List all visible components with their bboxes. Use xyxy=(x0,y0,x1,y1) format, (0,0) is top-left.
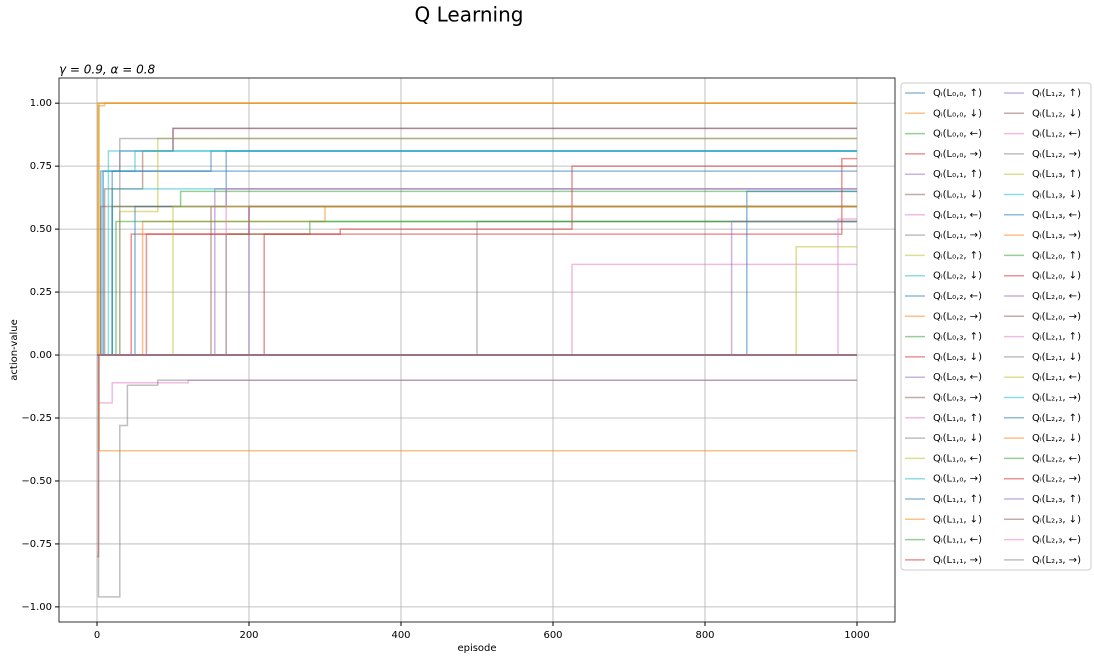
x-axis-label: episode xyxy=(457,643,496,654)
legend-label: Qᵢ(L₀,₀, ←) xyxy=(933,129,982,140)
legend-label: Qᵢ(L₂,₂, ↑) xyxy=(1032,413,1081,424)
legend-label: Qᵢ(L₀,₃, ↑) xyxy=(933,332,982,343)
y-tick-label: 0.00 xyxy=(30,350,52,361)
legend-label: Qᵢ(L₁,₃, →) xyxy=(1032,230,1081,241)
y-tick-label: 0.25 xyxy=(30,287,52,298)
legend-label: Qᵢ(L₀,₂, →) xyxy=(933,311,982,322)
y-axis-label: action-value xyxy=(9,319,20,380)
legend-label: Qᵢ(L₁,₀, ↓) xyxy=(933,433,982,444)
legend-label: Qᵢ(L₁,₂, ↑) xyxy=(1032,88,1081,99)
x-tick-label: 1000 xyxy=(844,630,869,641)
legend-label: Qᵢ(L₁,₀, ←) xyxy=(933,453,982,464)
legend-label: Qᵢ(L₂,₁, ↓) xyxy=(1032,352,1081,363)
legend-label: Qᵢ(L₀,₁, ←) xyxy=(933,210,982,221)
legend-label: Qᵢ(L₂,₀, →) xyxy=(1032,311,1081,322)
y-tick-label: −0.75 xyxy=(21,539,52,550)
legend-label: Qᵢ(L₁,₀, ↑) xyxy=(933,413,982,424)
legend-label: Qᵢ(L₀,₂, ←) xyxy=(933,291,982,302)
legend-label: Qᵢ(L₀,₃, →) xyxy=(933,393,982,404)
legend-label: Qᵢ(L₀,₃, ↓) xyxy=(933,352,982,363)
legend-label: Qᵢ(L₁,₂, ↓) xyxy=(1032,108,1081,119)
legend-label: Qᵢ(L₂,₁, ↑) xyxy=(1032,332,1081,343)
y-tick-label: −0.25 xyxy=(21,413,52,424)
x-tick-label: 200 xyxy=(239,630,258,641)
x-tick-label: 600 xyxy=(543,630,562,641)
plot-frame xyxy=(58,77,896,623)
legend-label: Qᵢ(L₂,₀, ↑) xyxy=(1032,250,1081,261)
legend-label: Qᵢ(L₂,₂, ↓) xyxy=(1032,433,1081,444)
legend-label: Qᵢ(L₀,₁, ↑) xyxy=(933,169,982,180)
legend-label: Qᵢ(L₀,₃, ←) xyxy=(933,372,982,383)
legend-label: Qᵢ(L₁,₃, ←) xyxy=(1032,210,1081,221)
legend: Qᵢ(L₀,₀, ↑) Qᵢ(L₀,₀, ↓) Qᵢ(L₀,₀, ←) Qᵢ(L₀,₀… xyxy=(900,82,1092,571)
legend-label: Qᵢ(L₂,₁, ←) xyxy=(1032,372,1081,383)
legend-label: Qᵢ(L₁,₂, →) xyxy=(1032,149,1081,160)
legend-label: Qᵢ(L₂,₀, ↓) xyxy=(1032,271,1081,282)
legend-label: Qᵢ(L₂,₂, ←) xyxy=(1032,453,1081,464)
legend-label: Qᵢ(L₁,₃, ↑) xyxy=(1032,169,1081,180)
legend-label: Qᵢ(L₂,₂, →) xyxy=(1032,474,1081,485)
legend-label: Qᵢ(L₂,₃, ↓) xyxy=(1032,514,1081,525)
y-tick-label: −0.50 xyxy=(21,476,52,487)
legend-label: Qᵢ(L₁,₁, ←) xyxy=(933,535,982,546)
legend-label: Qᵢ(L₀,₂, ↑) xyxy=(933,250,982,261)
y-tick-label: 0.75 xyxy=(30,161,52,172)
legend-label: Qᵢ(L₀,₀, →) xyxy=(933,149,982,160)
y-tick-label: 0.50 xyxy=(30,224,52,235)
legend-label: Qᵢ(L₁,₂, ←) xyxy=(1032,129,1081,140)
series-line xyxy=(97,127,857,356)
legend-label: Qᵢ(L₂,₃, ←) xyxy=(1032,535,1081,546)
legend-label: Qᵢ(L₁,₁, →) xyxy=(933,555,982,566)
series-line xyxy=(97,354,857,598)
subtitle: γ = 0.9, α = 0.8 xyxy=(59,63,156,77)
y-tick-label: 1.00 xyxy=(30,98,52,109)
legend-label: Qᵢ(L₀,₁, ↓) xyxy=(933,190,982,201)
legend-label: Qᵢ(L₀,₂, ↓) xyxy=(933,271,982,282)
legend-label: Qᵢ(L₁,₁, ↑) xyxy=(933,494,982,505)
legend-label: Qᵢ(L₁,₃, ↓) xyxy=(1032,190,1081,201)
legend-box xyxy=(900,82,1092,571)
series-line xyxy=(97,165,857,356)
legend-label: Qᵢ(L₂,₀, ←) xyxy=(1032,291,1081,302)
legend-label: Qᵢ(L₂,₃, ↑) xyxy=(1032,494,1081,505)
legend-label: Qᵢ(L₂,₃, →) xyxy=(1032,555,1081,566)
legend-label: Qᵢ(L₂,₁, →) xyxy=(1032,393,1081,404)
legend-label: Qᵢ(L₁,₁, ↓) xyxy=(933,514,982,525)
legend-label: Qᵢ(L₁,₀, →) xyxy=(933,474,982,485)
chart-title: Q Learning xyxy=(415,3,524,27)
legend-label: Qᵢ(L₀,₀, ↑) xyxy=(933,88,982,99)
x-tick-label: 400 xyxy=(391,630,410,641)
legend-label: Qᵢ(L₀,₀, ↓) xyxy=(933,108,982,119)
x-tick-label: 0 xyxy=(94,630,100,641)
x-tick-label: 800 xyxy=(695,630,714,641)
legend-label: Qᵢ(L₀,₁, →) xyxy=(933,230,982,241)
y-tick-label: −1.00 xyxy=(21,602,52,613)
